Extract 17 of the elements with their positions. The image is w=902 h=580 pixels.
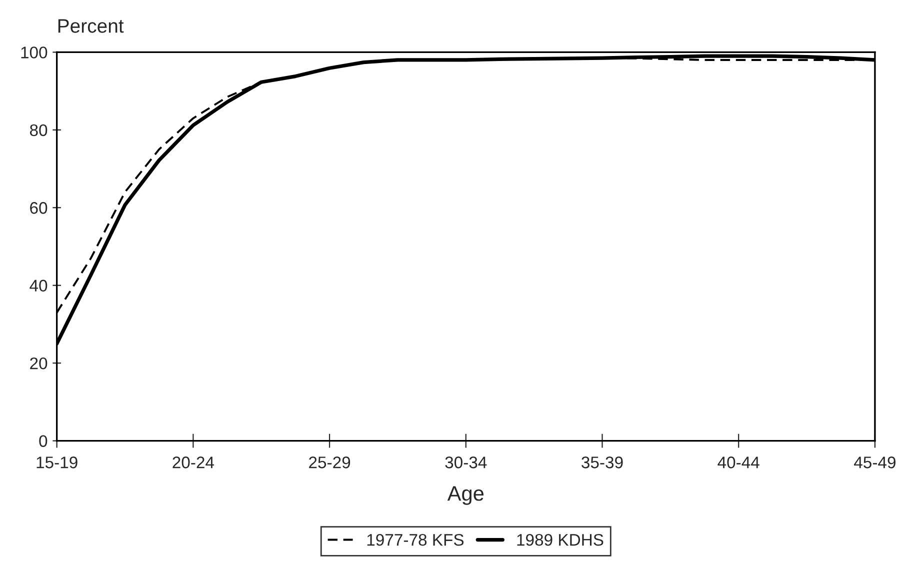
x-tick-label: 45-49 — [854, 456, 896, 468]
x-tick-label: 25-29 — [309, 456, 350, 468]
x-tick-label: 20-24 — [172, 456, 214, 468]
y-tick-label: 20 — [30, 357, 48, 370]
x-axis-title: Age — [447, 486, 484, 505]
y-tick-label: 40 — [30, 280, 48, 292]
x-tick-label: 40-44 — [718, 456, 760, 468]
y-tick-label: 100 — [21, 46, 48, 58]
legend-label: 1977-78 KFS — [367, 534, 464, 546]
x-tick-label: 15-19 — [36, 456, 78, 468]
x-tick-label: 35-39 — [582, 456, 623, 468]
y-tick-label: 0 — [39, 435, 48, 448]
x-tick-label: 30-34 — [445, 456, 487, 468]
legend-label: 1989 KDHS — [517, 534, 604, 546]
y-tick-label: 80 — [30, 124, 48, 136]
y-axis-title: Percent — [58, 19, 124, 33]
y-tick-label: 60 — [30, 202, 48, 214]
